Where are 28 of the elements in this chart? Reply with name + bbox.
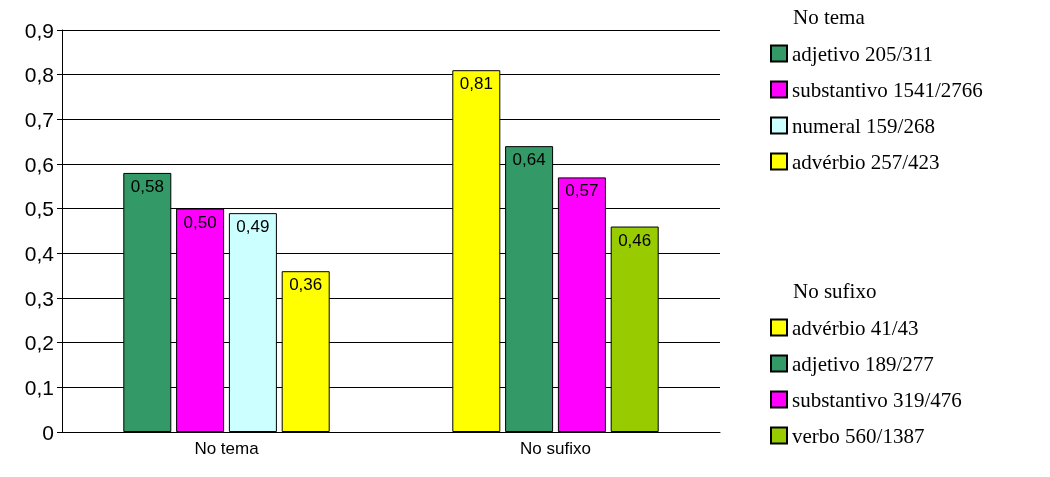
- legend-label: numeral 159/268: [792, 113, 935, 138]
- y-tick-label: 0,6: [24, 152, 54, 176]
- y-tick-label: 0,5: [24, 197, 54, 221]
- y-tick-label: 0,8: [24, 63, 54, 87]
- y-tick-label: 0,4: [24, 241, 55, 265]
- data-label: 0,36: [289, 275, 323, 295]
- legend-label: adjetivo 189/277: [792, 351, 934, 376]
- data-label: 0,50: [183, 212, 217, 232]
- legend-label: adjetivo 205/311: [792, 41, 933, 66]
- y-tick-label: 0,7: [24, 107, 54, 131]
- data-label: 0,46: [618, 230, 652, 250]
- text: No sufixo: [793, 278, 877, 303]
- y-tick-label: 0,2: [24, 331, 54, 355]
- data-label: 0,58: [130, 176, 164, 196]
- data-label: 0,64: [512, 150, 546, 170]
- legend-title: No tema: [793, 4, 866, 29]
- legend-label: substantivo 1541/2766: [792, 77, 983, 102]
- y-tick-label: 0,9: [24, 18, 54, 42]
- legend-label: substantivo 319/476: [792, 387, 962, 412]
- y-tick-label: 0: [42, 420, 54, 444]
- legend-label: verbo 560/1387: [792, 423, 925, 448]
- data-label: 0,49: [236, 217, 270, 237]
- y-tick-label: 0,1: [24, 375, 54, 399]
- data-label: 0,81: [459, 74, 493, 94]
- legend-label: advérbio 257/423: [792, 149, 940, 174]
- data-label: 0,57: [565, 181, 599, 201]
- y-tick-label: 0,3: [24, 286, 54, 310]
- legend-label: advérbio 41/43: [792, 315, 919, 340]
